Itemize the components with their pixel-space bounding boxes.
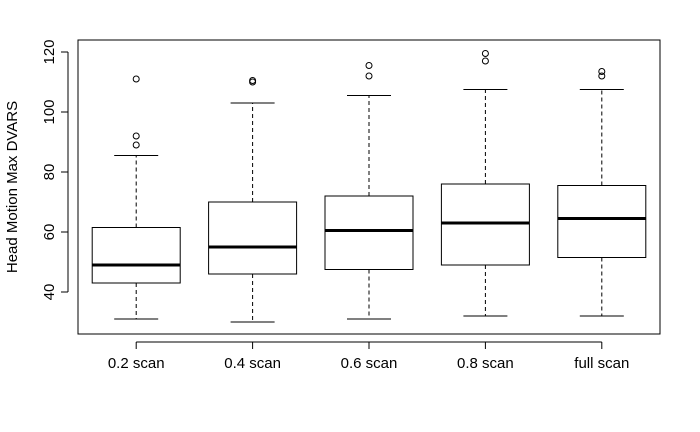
outlier-point — [249, 77, 257, 84]
box-0.4-scan — [208, 77, 298, 323]
y-tick-label: 60 — [41, 224, 58, 241]
box-0.6-scan — [324, 62, 414, 320]
y-tick-label: 100 — [41, 99, 58, 124]
iqr-box — [208, 201, 298, 275]
y-tick-label: 120 — [41, 39, 58, 64]
outlier-point — [598, 68, 606, 75]
boxes-group — [91, 50, 647, 323]
box-0.2-scan — [91, 75, 181, 320]
outlier-point — [365, 62, 373, 69]
box-0.8-scan — [440, 50, 530, 317]
outlier-point — [132, 132, 140, 140]
iqr-box — [91, 227, 181, 284]
x-axis: 0.2 scan 0.4 scan 0.6 scan 0.8 scan full sca… — [108, 341, 629, 372]
iqr-box — [557, 185, 647, 258]
outlier-point — [132, 141, 140, 149]
y-tick-label: 40 — [41, 284, 58, 301]
x-tick-label: 0.4 scan — [224, 355, 281, 372]
outlier-point — [481, 57, 489, 65]
outlier-point — [365, 72, 373, 80]
y-tick-label: 80 — [41, 164, 58, 181]
outlier-point — [132, 75, 140, 83]
x-tick-label: 0.8 scan — [457, 355, 514, 372]
box-full-scan — [557, 68, 647, 317]
outlier-point — [481, 50, 489, 57]
plot-frame — [77, 39, 661, 335]
y-axis: 40 60 80 100 120 — [41, 39, 69, 301]
y-axis-label: Head Motion Max DVARS — [4, 101, 21, 273]
x-tick-label: 0.6 scan — [341, 355, 398, 372]
x-tick-label: full scan — [574, 355, 629, 372]
iqr-box — [324, 195, 414, 270]
outlier-point — [598, 72, 606, 80]
x-tick-label: 0.2 scan — [108, 355, 165, 372]
